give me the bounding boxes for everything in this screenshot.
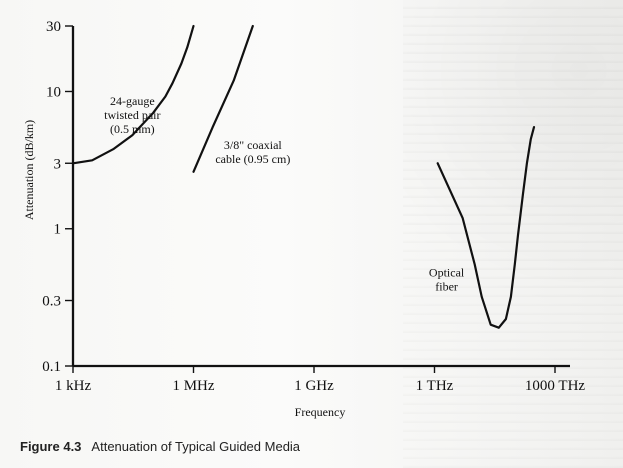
series-annotation-0: 24-gauge twisted pair (0.5 mm) xyxy=(104,94,160,136)
series-annotation-1: 3/8" coaxial cable (0.95 cm) xyxy=(215,138,290,166)
series-annotation-1-line-0: 3/8" coaxial xyxy=(224,138,283,152)
series-annotation-0-line-1: twisted pair xyxy=(104,108,160,122)
x-tick-label-1: 1 MHz xyxy=(172,378,214,394)
y-tick-label-1: 0.3 xyxy=(42,294,61,310)
series-annotation-1-line-1: cable (0.95 cm) xyxy=(215,152,290,166)
series-annotation-2-line-1: fiber xyxy=(435,279,458,293)
series-annotation-2-line-0: Optical xyxy=(429,265,465,279)
y-tick-label-5: 30 xyxy=(46,19,61,35)
y-tick-label-0: 0.1 xyxy=(42,359,61,375)
x-tick-label-0: 1 kHz xyxy=(55,378,92,394)
figure-title: Attenuation of Typical Guided Media xyxy=(91,438,301,454)
series-annotation-0-line-0: 24-gauge xyxy=(110,94,155,108)
series-line-0 xyxy=(71,24,195,165)
y-tick-label-4: 10 xyxy=(46,84,61,100)
series-annotation-2: Optical fiber xyxy=(429,265,465,293)
x-tick-label-4: 1000 THz xyxy=(525,378,585,394)
y-tick-label-3: 3 xyxy=(54,156,62,172)
figure-caption: Figure 4.3 Attenuation of Typical Guided… xyxy=(20,434,440,458)
series-line-2 xyxy=(436,125,536,329)
x-tick-label-2: 1 GHz xyxy=(294,378,334,394)
x-axis-label: Frequency xyxy=(295,405,346,419)
series-annotation-0-line-2: (0.5 mm) xyxy=(110,122,155,136)
figure-number: Figure 4.3 xyxy=(20,438,82,454)
series-line-1 xyxy=(192,24,254,173)
y-tick-label-2: 1 xyxy=(54,222,62,238)
x-tick-label-3: 1 THz xyxy=(416,378,454,394)
page-bleed-through xyxy=(403,0,623,468)
y-axis-label: Attenuation (dB/km) xyxy=(22,120,36,220)
